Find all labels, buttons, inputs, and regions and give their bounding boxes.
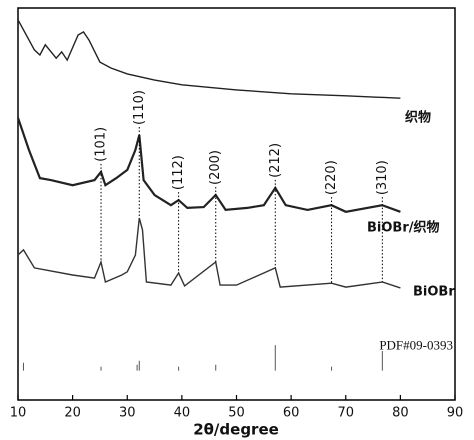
series-line: [17, 19, 401, 99]
x-tick-label: 30: [119, 406, 136, 421]
x-tick-label: 10: [10, 406, 27, 421]
x-tick-label: 90: [447, 406, 464, 421]
peak-label: (112): [171, 155, 186, 190]
x-tick-label: 40: [174, 406, 191, 421]
series-label: BiOBr: [413, 284, 455, 299]
peak-label: (200): [208, 150, 223, 185]
x-axis-label: 2θ/degree: [193, 421, 279, 439]
x-tick-label: 60: [283, 406, 300, 421]
peak-label: (220): [324, 160, 339, 195]
peak-label: (110): [132, 90, 147, 125]
x-tick-label: 80: [392, 406, 409, 421]
peak-label: (310): [375, 160, 390, 195]
peak-label: (212): [268, 143, 283, 178]
series-label: BiOBr/织物: [367, 219, 439, 235]
reference-label: PDF#09-0393: [379, 338, 453, 353]
peak-label: (101): [94, 127, 109, 162]
x-tick-label: 50: [228, 406, 245, 421]
series-label: 织物: [405, 110, 431, 126]
series-line: [17, 217, 401, 289]
x-tick-label: 70: [337, 406, 354, 421]
x-tick-label: 20: [64, 406, 81, 421]
series-line: [16, 117, 401, 213]
